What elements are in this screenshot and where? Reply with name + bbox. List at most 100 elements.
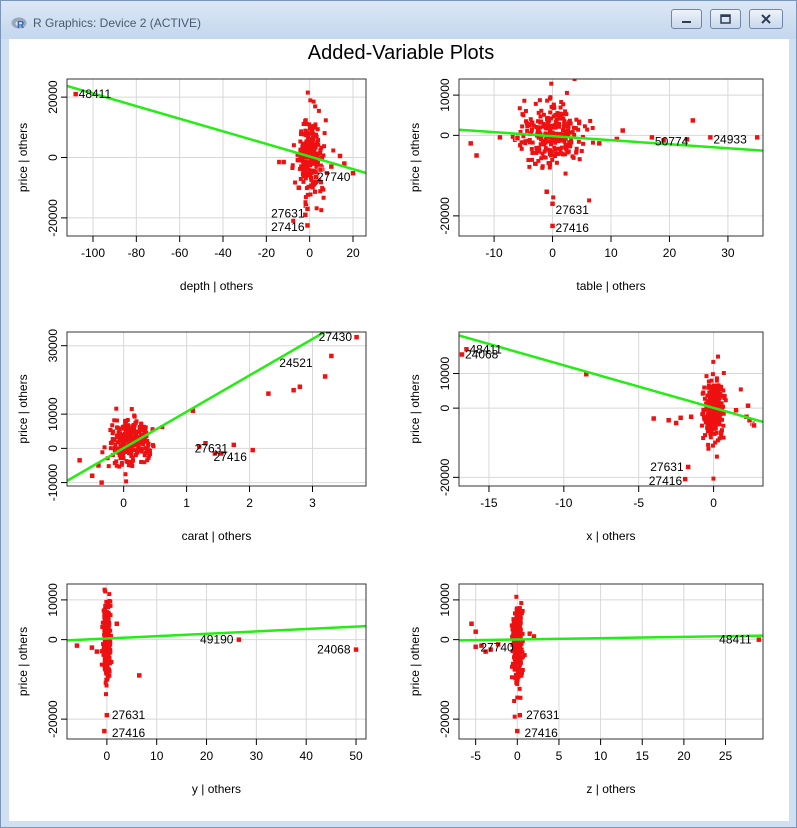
data-point (518, 642, 523, 647)
data-point (298, 147, 303, 152)
data-point (313, 122, 318, 127)
data-point-outlier (514, 135, 521, 141)
data-point (99, 662, 104, 667)
point-id-label: 24068 (465, 347, 499, 361)
data-point (140, 441, 145, 446)
data-point (559, 145, 564, 150)
regression-line (459, 634, 763, 642)
data-point-outlier (685, 464, 691, 470)
y-tick-label: 0 (438, 132, 452, 139)
data-point (303, 200, 308, 205)
data-point (519, 601, 524, 606)
data-point-outlier (212, 450, 218, 457)
data-point (719, 404, 724, 409)
data-point (104, 599, 109, 604)
maximize-button[interactable] (710, 9, 741, 29)
data-point-outlier (682, 476, 688, 482)
data-point (520, 650, 525, 655)
data-point (111, 429, 116, 434)
data-point (553, 147, 558, 152)
data-point (126, 434, 131, 439)
data-point (549, 142, 554, 147)
regression-line (459, 334, 763, 424)
x-tick-label: 20 (200, 749, 214, 763)
data-point (702, 415, 707, 420)
data-point (590, 125, 595, 130)
data-point (313, 145, 318, 150)
data-point (305, 171, 310, 176)
x-tick-label: 0 (104, 749, 111, 763)
data-point (561, 124, 566, 129)
data-point (700, 412, 705, 417)
data-point (133, 453, 138, 458)
point-id-label: 27416 (524, 726, 558, 740)
data-point-outlier (353, 646, 359, 653)
data-point (717, 386, 722, 391)
data-point-outlier (596, 140, 603, 147)
data-point (540, 151, 545, 156)
data-point (517, 686, 522, 691)
data-point-outlier (322, 373, 328, 380)
y-tick-label: 0 (438, 636, 452, 643)
data-point (303, 168, 308, 173)
data-point (113, 442, 118, 447)
av-panel-2: -10 0 10 20 30 -20000 0 10000 50774 24933 27631 274… (408, 78, 764, 293)
data-point (705, 423, 710, 428)
data-point-outlier (677, 415, 684, 421)
data-point (534, 146, 539, 151)
data-point-outlier (76, 457, 83, 464)
data-point (298, 176, 303, 181)
data-point (306, 155, 311, 160)
data-point (130, 458, 135, 463)
grid-lines (459, 584, 763, 739)
data-point (511, 639, 516, 644)
data-point (580, 134, 585, 139)
data-point (516, 568, 520, 572)
data-point-outlier (527, 630, 533, 637)
data-point (322, 144, 327, 149)
data-point (711, 359, 716, 364)
data-point (547, 139, 552, 144)
data-point (104, 677, 109, 682)
data-point (551, 123, 556, 128)
data-point-outlier (249, 447, 256, 453)
point-id-label: 49190 (200, 633, 234, 647)
data-point (133, 421, 138, 426)
data-point (124, 419, 129, 424)
data-point (545, 147, 550, 152)
data-point (119, 426, 124, 431)
data-point (123, 448, 128, 453)
x-axis-label: z | others (586, 782, 635, 796)
data-point (117, 453, 122, 458)
data-point (299, 129, 304, 134)
minimize-button[interactable] (671, 9, 702, 29)
close-button[interactable] (749, 9, 783, 29)
data-point (536, 119, 541, 124)
data-point (515, 654, 520, 659)
title-bar[interactable]: R R Graphics: Device 2 (ACTIVE) (1, 1, 796, 39)
data-point (129, 461, 134, 466)
data-point (129, 429, 134, 434)
x-axis-label: depth | others (180, 279, 253, 293)
data-point (717, 394, 722, 399)
data-point (510, 578, 514, 582)
point-id-label: 27416 (214, 450, 248, 464)
data-point (519, 673, 524, 678)
data-point (301, 122, 306, 127)
data-point-outlier (317, 166, 324, 173)
data-point (303, 195, 308, 200)
data-point (510, 661, 515, 666)
x-axis-label: x | others (586, 529, 635, 543)
data-point (314, 132, 319, 137)
data-point (129, 454, 134, 459)
data-point (547, 151, 552, 156)
data-point (103, 680, 108, 685)
plot-frame (458, 583, 764, 740)
data-point (549, 81, 554, 86)
data-point (558, 148, 563, 153)
data-point (558, 138, 563, 143)
y-tick-label: -20000 (46, 199, 60, 237)
data-point (532, 161, 537, 166)
data-point (716, 419, 721, 424)
